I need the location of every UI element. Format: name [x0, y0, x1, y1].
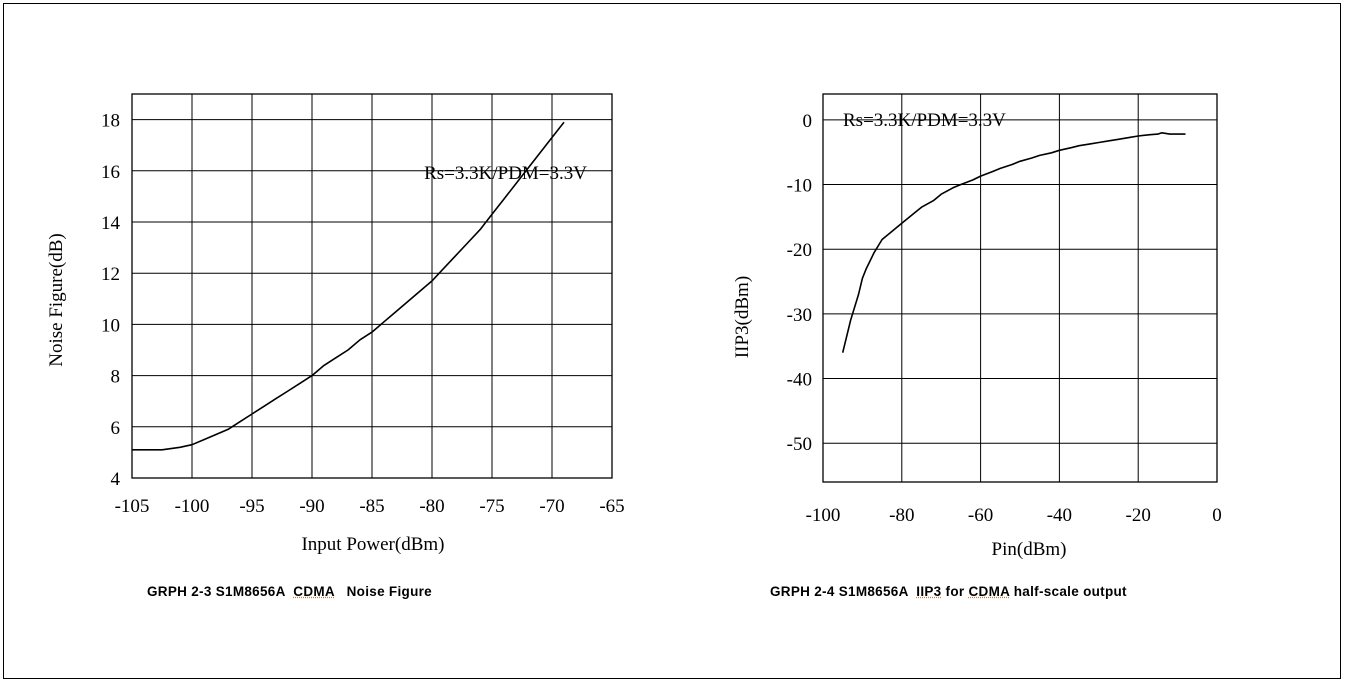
chart1-xlabel: Pin(dBm) — [992, 539, 1067, 560]
page-frame — [3, 3, 1341, 679]
chart0-ytick-label: 14 — [101, 213, 121, 234]
chart0-caption-prefix: GRPH 2-3 S1M8656A — [147, 584, 294, 599]
chart1-xtick-label: -20 — [1126, 505, 1151, 526]
chart0-annotation: Rs=3.3K/PDM=3.3V — [424, 163, 587, 184]
chart0-xtick-label: -75 — [479, 496, 504, 517]
chart1-ylabel: IIP3(dBm) — [732, 276, 753, 358]
chart0-xtick-label: -100 — [175, 496, 210, 517]
chart0-xtick-label: -85 — [359, 496, 384, 517]
chart0-xtick-label: -65 — [599, 496, 624, 517]
chart0-ytick-label: 6 — [111, 418, 121, 439]
chart0-caption: GRPH 2-3 S1M8656A CDMA Noise Figure — [147, 584, 432, 599]
chart0-ytick-label: 10 — [101, 315, 120, 336]
chart1-ytick-label: -40 — [787, 370, 812, 391]
chart0-ylabel: Noise Figure(dB) — [46, 233, 67, 367]
chart0-xlabel: Input Power(dBm) — [301, 534, 444, 555]
chart1-caption-cdma: CDMA — [968, 584, 1010, 599]
chart1-xtick-label: -40 — [1047, 505, 1072, 526]
chart0-ytick-label: 12 — [101, 264, 120, 285]
chart0-xtick-label: -80 — [419, 496, 444, 517]
chart1-caption-iip3: IIP3 — [916, 584, 942, 599]
chart1-xtick-label: -100 — [806, 505, 841, 526]
chart0-caption-cdma: CDMA — [293, 584, 335, 599]
chart1-xtick-label: -80 — [889, 505, 914, 526]
chart1-xtick-label: -60 — [968, 505, 993, 526]
chart1-caption-suffix: half-scale output — [1009, 584, 1127, 599]
chart1-caption: GRPH 2-4 S1M8656A IIP3 for CDMA half-sca… — [770, 584, 1127, 599]
chart0-caption-suffix: Noise Figure — [334, 584, 432, 599]
chart0-xtick-label: -105 — [115, 496, 150, 517]
chart0-series-line — [132, 121, 565, 451]
chart0-ytick-label: 18 — [101, 111, 120, 132]
iip3-chart: IIP3(dBm) Pin(dBm) Rs=3.3K/PDM=3.3V -100… — [732, 93, 1222, 560]
chart1-ytick-label: 0 — [803, 111, 813, 132]
chart1-caption-prefix: GRPH 2-4 S1M8656A — [770, 584, 917, 599]
chart0-xtick-label: -70 — [539, 496, 564, 517]
chart1-ytick-label: -10 — [787, 176, 812, 197]
chart0-ytick-label: 4 — [111, 469, 121, 490]
chart1-plot-frame — [822, 93, 1218, 483]
chart1-ytick-label: -30 — [787, 305, 812, 326]
chart1-xtick-label: 0 — [1212, 505, 1222, 526]
chart1-caption-mid: for — [941, 584, 969, 599]
chart1-annotation: Rs=3.3K/PDM=3.3V — [843, 110, 1006, 131]
noise-figure-chart: Noise Figure(dB) Input Power(dBm) Rs=3.3… — [46, 93, 625, 555]
chart1-series-line — [841, 132, 1186, 353]
chart0-xtick-label: -95 — [239, 496, 264, 517]
chart0-xtick-label: -90 — [299, 496, 324, 517]
chart0-ytick-label: 16 — [101, 162, 120, 183]
chart0-plot-frame — [131, 93, 613, 479]
chart1-ytick-label: -50 — [787, 434, 812, 455]
chart0-ytick-label: 8 — [111, 367, 121, 388]
chart1-ytick-label: -20 — [787, 240, 812, 261]
